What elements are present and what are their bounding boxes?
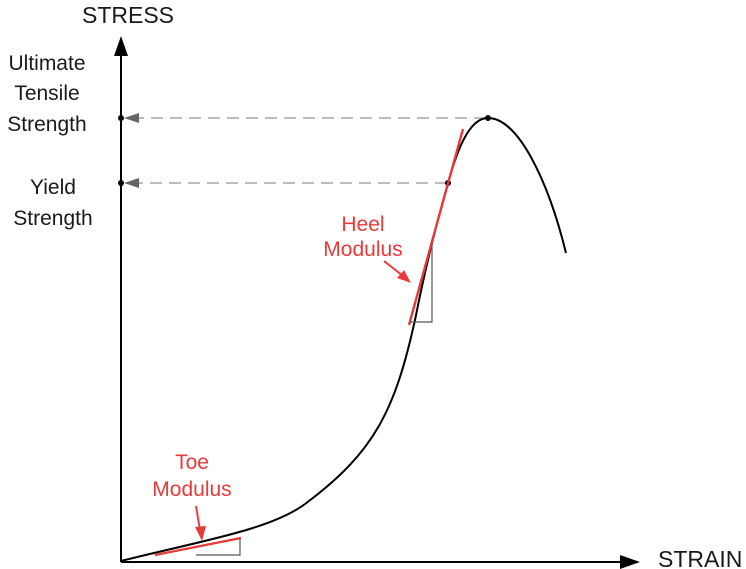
heel-pointer (383, 260, 411, 283)
y-axis-arrowhead (114, 36, 128, 56)
heel-modulus-label: Heel Modulus (323, 213, 402, 261)
axes (114, 36, 640, 569)
guide-lines (124, 113, 486, 188)
x-axis-label: STRAIN (658, 546, 742, 569)
heel-modulus-tangent (407, 128, 465, 326)
toe-modulus-label: Toe Modulus (152, 451, 231, 501)
toe-modulus-tangent (154, 536, 242, 557)
heel-label-line-1: Heel (341, 213, 384, 236)
y-axis-yield-point (118, 180, 124, 186)
yield-label-line-2: Strength (13, 207, 92, 230)
toe-pointer (195, 505, 206, 541)
ultimate-strength-guide-arrowhead (124, 113, 139, 123)
ultimate-tensile-strength-label: Ultimate Tensile Strength (7, 52, 86, 136)
heel-slope-box (410, 243, 433, 323)
heel-pointer-line (383, 260, 404, 277)
yield-label-line-1: Yield (30, 176, 76, 199)
x-axis-arrowhead (620, 555, 640, 569)
y-axis-ultimate-point (118, 115, 124, 121)
ultimate-label-line-1: Ultimate (8, 52, 85, 75)
heel-pointer-head (397, 270, 411, 283)
toe-slope-box (196, 538, 241, 556)
toe-label-line-1: Toe (175, 451, 209, 474)
toe-tangent-line (154, 536, 242, 557)
toe-pointer-head (195, 526, 206, 541)
heel-label-line-2: Modulus (323, 238, 402, 261)
y-axis-label: STRESS (82, 2, 174, 28)
toe-label-line-2: Modulus (152, 478, 231, 501)
ultimate-label-line-3: Strength (7, 113, 86, 136)
ultimate-strength-point (485, 115, 491, 121)
ultimate-label-line-2: Tensile (14, 82, 79, 105)
yield-strength-guide-arrowhead (124, 178, 139, 188)
stress-strain-curve (120, 116, 567, 562)
toe-pointer-line (195, 505, 201, 531)
yield-strength-label: Yield Strength (13, 176, 92, 230)
heel-tangent-line (407, 128, 465, 326)
